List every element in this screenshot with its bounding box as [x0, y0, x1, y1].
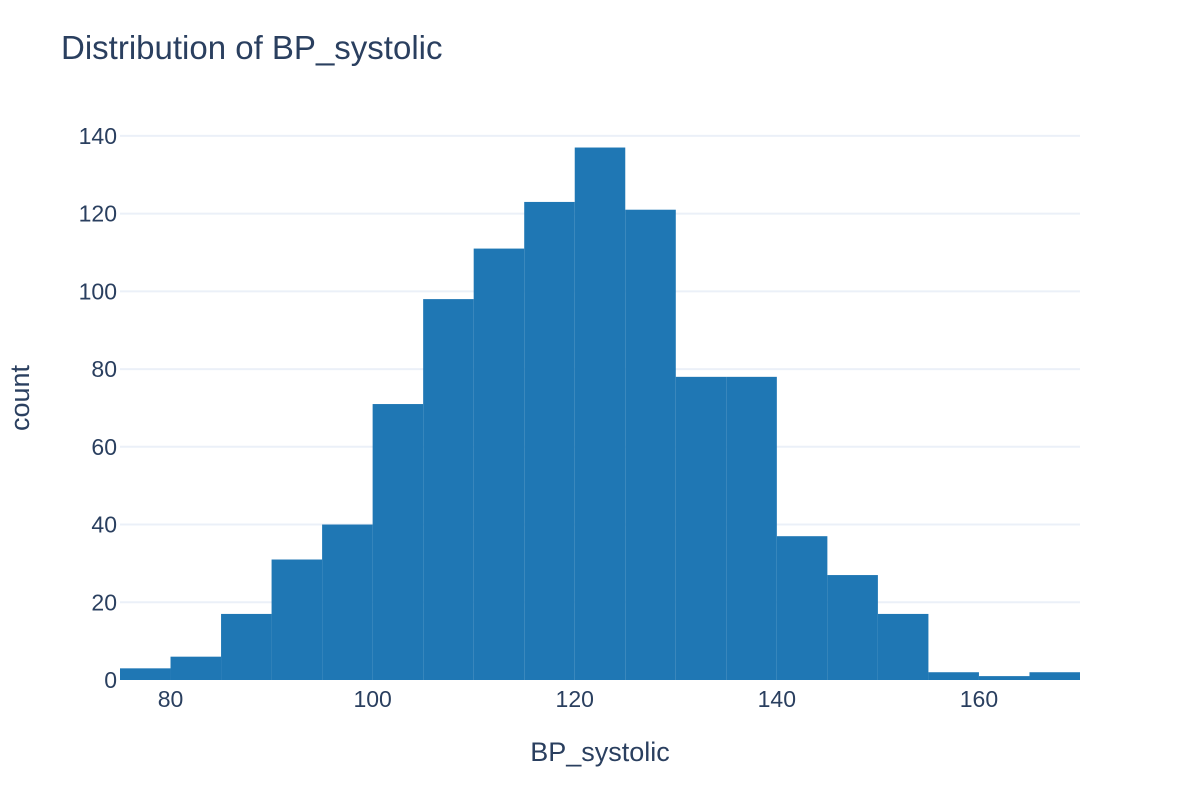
- y-tick-label: 80: [91, 356, 117, 382]
- histogram-bar: [372, 404, 424, 680]
- x-axis-ticks: 80 100 120 140 160: [158, 686, 998, 712]
- histogram-bar: [423, 299, 474, 680]
- histogram-bar: [322, 524, 373, 680]
- y-tick-label: 120: [79, 201, 117, 227]
- y-tick-label: 20: [91, 589, 117, 615]
- histogram-bar: [928, 672, 979, 680]
- histogram-bar: [675, 376, 727, 680]
- histogram-bar: [625, 209, 676, 681]
- y-tick-label: 140: [79, 123, 117, 149]
- histogram-bar: [221, 613, 272, 680]
- y-tick-label: 60: [91, 434, 117, 460]
- histogram-bars: [120, 147, 1080, 681]
- x-tick-label: 120: [556, 686, 594, 712]
- histogram-bar: [120, 668, 171, 680]
- chart-title: Distribution of BP_systolic: [61, 29, 442, 66]
- x-tick-label: 140: [758, 686, 796, 712]
- x-axis-title: BP_systolic: [530, 737, 670, 767]
- histogram-bar: [726, 376, 777, 680]
- histogram-bar: [877, 613, 929, 680]
- histogram-bar: [1029, 672, 1080, 680]
- y-axis-title: count: [5, 364, 35, 431]
- x-tick-label: 80: [158, 686, 184, 712]
- y-axis-ticks: 0 20 40 60 80 100 120 140: [79, 123, 117, 693]
- histogram-bar: [170, 656, 222, 680]
- histogram-bar: [776, 536, 828, 680]
- y-tick-label: 40: [91, 512, 117, 538]
- y-tick-label: 0: [104, 667, 117, 693]
- histogram-bar: [827, 575, 878, 680]
- x-tick-label: 160: [960, 686, 998, 712]
- histogram-bar: [473, 248, 525, 680]
- histogram-bar: [271, 559, 323, 680]
- histogram-bar: [978, 676, 1030, 680]
- histogram-bar: [524, 201, 575, 680]
- y-tick-label: 100: [79, 278, 117, 304]
- histogram-bar: [574, 147, 626, 680]
- x-tick-label: 100: [353, 686, 391, 712]
